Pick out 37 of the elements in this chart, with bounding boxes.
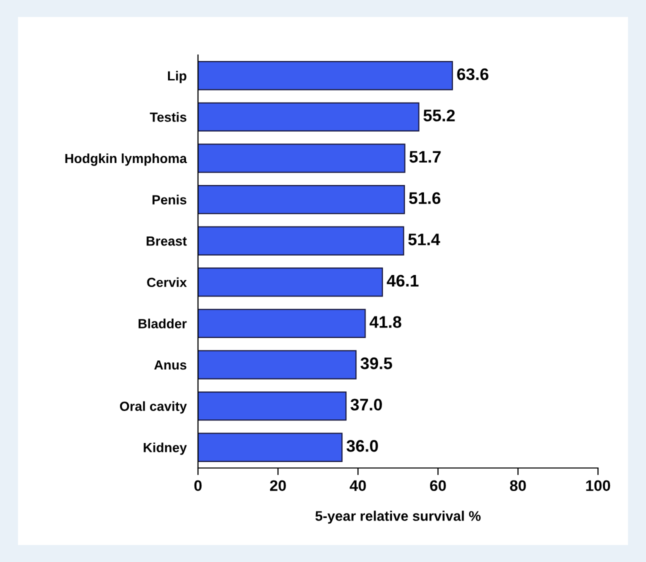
x-tick-label: 60 (430, 480, 446, 492)
data-label: 51.4 (408, 234, 440, 246)
data-label: 51.6 (409, 192, 440, 204)
bar (198, 184, 405, 214)
y-tick-label: Bladder (138, 318, 187, 328)
bar (198, 350, 357, 380)
y-tick-label: Breast (146, 236, 187, 246)
bar (198, 61, 453, 90)
y-tick-label: Anus (154, 360, 186, 370)
bar (198, 308, 366, 338)
x-axis-title: 5-year relative survival % (315, 510, 481, 524)
data-label: 41.8 (370, 316, 402, 328)
bar (198, 391, 347, 421)
bar (198, 268, 383, 297)
y-tick-label: Kidney (144, 442, 187, 455)
y-tick-label: Cervix (147, 277, 187, 288)
data-label: 39.5 (360, 357, 392, 370)
y-tick-label: Lip (168, 70, 186, 84)
y-tick-label: Penis (152, 194, 186, 204)
y-tick-label: Oral cavity (120, 401, 187, 414)
x-tick-label: 20 (270, 480, 286, 492)
data-label: 55.2 (423, 110, 455, 122)
data-label: 63.6 (457, 68, 488, 80)
bar (198, 144, 406, 173)
x-tick-label: 100 (586, 480, 610, 492)
x-tick-label: 40 (350, 480, 366, 492)
data-label: 46.1 (386, 274, 419, 287)
bar (198, 432, 343, 462)
y-tick-label: Hodgkin lymphoma (65, 153, 187, 166)
x-tick-label: 0 (194, 480, 202, 492)
y-tick-label: Testis (150, 112, 186, 122)
data-label: 51.7 (409, 151, 441, 163)
data-label: 36.0 (346, 440, 378, 452)
bar (198, 102, 420, 132)
bar (198, 226, 404, 256)
x-tick-label: 80 (510, 480, 526, 492)
data-label: 37.0 (350, 398, 382, 411)
